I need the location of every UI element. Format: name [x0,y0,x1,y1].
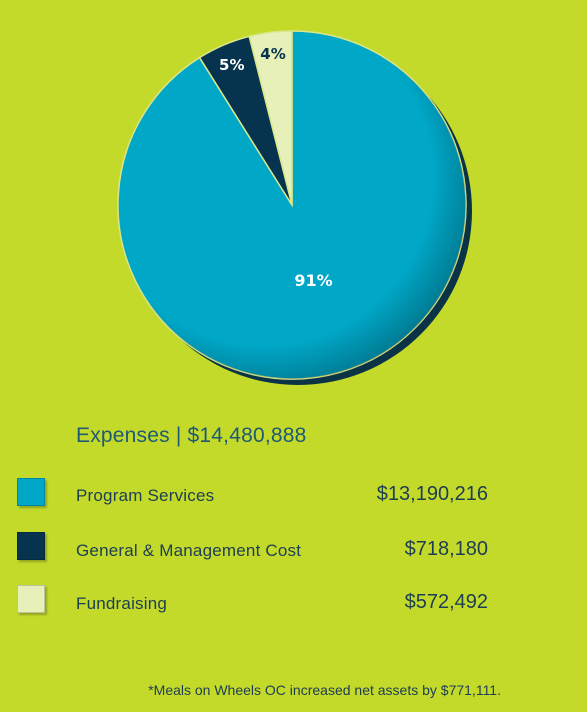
pie-label-general-management: 5% [219,56,244,74]
program-services-swatch [17,478,45,506]
fundraising-swatch [17,585,45,613]
legend-item-program-services: Program Services $13,190,216 [0,478,587,510]
legend-label: Fundraising [76,594,168,613]
general-management-swatch [17,532,45,560]
legend-item-general-management: General & Management Cost $718,180 [0,532,587,564]
pie-edge-shading [118,31,466,379]
legend-amount: $13,190,216 [376,483,488,505]
legend-amount: $572,492 [404,591,488,613]
legend-item-fundraising: Fundraising $572,492 [0,585,587,617]
expenses-heading: Expenses | $14,480,888 [76,424,307,447]
expenses-pie-chart: 91% 5% 4% [117,30,472,385]
pie-label-program-services: 91% [294,271,332,290]
legend-label: General & Management Cost [76,541,302,560]
legend-amount: $718,180 [404,538,488,560]
footnote: *Meals on Wheels OC increased net assets… [148,682,501,698]
legend-label: Program Services [76,486,215,505]
pie-label-fundraising: 4% [260,45,285,63]
